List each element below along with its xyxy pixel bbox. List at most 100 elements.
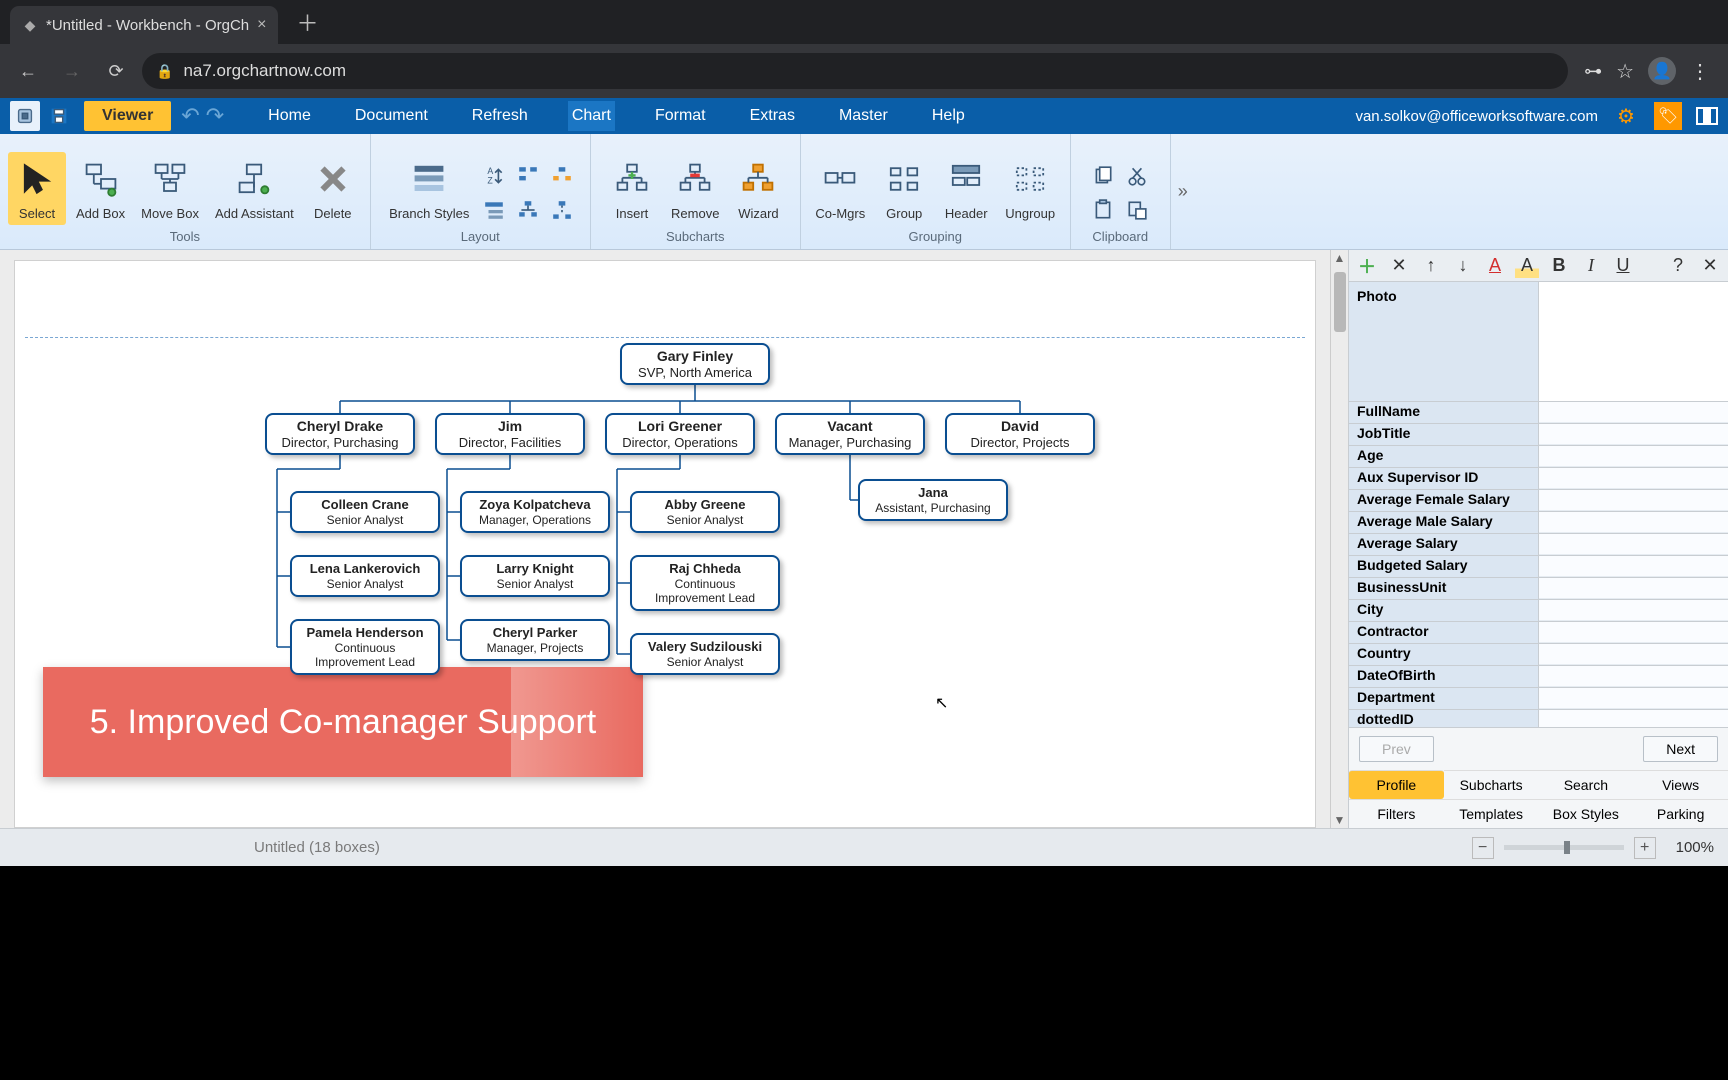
copy-button[interactable] — [1088, 161, 1118, 191]
field-value[interactable] — [1539, 600, 1728, 621]
panel-tab-views[interactable]: Views — [1633, 770, 1728, 799]
field-value[interactable] — [1539, 402, 1728, 423]
address-bar[interactable]: 🔒 na7.orgchartnow.com — [142, 53, 1568, 89]
photo-field-value[interactable] — [1539, 282, 1728, 401]
app-home-icon[interactable] — [10, 101, 40, 131]
cut-button[interactable] — [1122, 161, 1152, 191]
field-row[interactable]: Average Female Salary — [1349, 490, 1728, 512]
field-value[interactable] — [1539, 622, 1728, 643]
field-value[interactable] — [1539, 424, 1728, 445]
field-row[interactable]: dottedID — [1349, 710, 1728, 727]
org-box[interactable]: Pamela HendersonContinuous Improvement L… — [290, 619, 440, 675]
ribbon-add-box-button[interactable]: Add Box — [70, 152, 131, 225]
field-value[interactable] — [1539, 534, 1728, 555]
tab-close-icon[interactable]: × — [257, 16, 266, 34]
ribbon-remove-button[interactable]: Remove — [665, 152, 725, 225]
help-icon[interactable]: ? — [1666, 254, 1690, 278]
field-value[interactable] — [1539, 666, 1728, 687]
ribbon-comgrs-button[interactable]: Co-Mgrs — [809, 152, 871, 225]
field-value[interactable] — [1539, 446, 1728, 467]
new-tab-button[interactable]: ＋ — [286, 6, 328, 44]
paste-special-button[interactable] — [1122, 195, 1152, 225]
org-box[interactable]: Raj ChhedaContinuous Improvement Lead — [630, 555, 780, 611]
org-box[interactable]: VacantManager, Purchasing — [775, 413, 925, 455]
layout-style-2[interactable] — [513, 161, 543, 191]
field-row[interactable]: Department — [1349, 688, 1728, 710]
org-box[interactable]: Cheryl DrakeDirector, Purchasing — [265, 413, 415, 455]
menu-master[interactable]: Master — [835, 101, 892, 131]
ribbon-select-button[interactable]: Select — [8, 152, 66, 225]
layout-style-4[interactable] — [479, 195, 509, 225]
layout-style-6[interactable] — [547, 195, 577, 225]
field-value[interactable] — [1539, 578, 1728, 599]
undo-icon[interactable]: ↶ — [181, 103, 199, 129]
profile-avatar-icon[interactable]: 👤 — [1648, 57, 1676, 85]
bookmark-star-icon[interactable]: ☆ — [1616, 59, 1634, 84]
move-down-icon[interactable]: ↓ — [1451, 254, 1475, 278]
move-up-icon[interactable]: ↑ — [1419, 254, 1443, 278]
panel-toggle-icon[interactable] — [1696, 107, 1718, 125]
redo-icon[interactable]: ↷ — [206, 103, 224, 129]
field-value[interactable] — [1539, 556, 1728, 577]
back-button[interactable]: ← — [10, 53, 46, 89]
field-row[interactable]: Age — [1349, 446, 1728, 468]
ribbon-insert-button[interactable]: Insert — [603, 152, 661, 225]
field-row[interactable]: Country — [1349, 644, 1728, 666]
field-value[interactable] — [1539, 710, 1728, 727]
org-box[interactable]: DavidDirector, Projects — [945, 413, 1095, 455]
layout-style-1[interactable]: AZ — [479, 161, 509, 191]
field-row[interactable]: FullName — [1349, 402, 1728, 424]
italic-icon[interactable]: I — [1579, 254, 1603, 278]
org-box[interactable]: Colleen CraneSenior Analyst — [290, 491, 440, 533]
field-value[interactable] — [1539, 644, 1728, 665]
browser-tab[interactable]: ◆ *Untitled - Workbench - OrgCh × — [10, 6, 278, 44]
org-box[interactable]: JanaAssistant, Purchasing — [858, 479, 1008, 521]
org-box[interactable]: Larry KnightSenior Analyst — [460, 555, 610, 597]
ribbon-group-button[interactable]: Group — [875, 152, 933, 225]
org-box[interactable]: Gary FinleySVP, North America — [620, 343, 770, 385]
org-box[interactable]: Lena LankerovichSenior Analyst — [290, 555, 440, 597]
layout-style-5[interactable] — [513, 195, 543, 225]
add-field-icon[interactable]: ＋ — [1355, 254, 1379, 278]
forward-button[interactable]: → — [54, 53, 90, 89]
ribbon-ungroup-button[interactable]: Ungroup — [999, 152, 1061, 225]
field-row[interactable]: Average Salary — [1349, 534, 1728, 556]
ribbon-delete-button[interactable]: Delete — [304, 152, 362, 225]
zoom-slider[interactable] — [1504, 845, 1624, 850]
bold-icon[interactable]: B — [1547, 254, 1571, 278]
org-box[interactable]: Valery SudzilouskiSenior Analyst — [630, 633, 780, 675]
zoom-in-button[interactable]: + — [1634, 837, 1656, 859]
menu-home[interactable]: Home — [264, 101, 315, 131]
panel-tab-parking[interactable]: Parking — [1633, 799, 1728, 828]
org-box[interactable]: Lori GreenerDirector, Operations — [605, 413, 755, 455]
field-row[interactable]: BusinessUnit — [1349, 578, 1728, 600]
menu-help[interactable]: Help — [928, 101, 969, 131]
zoom-out-button[interactable]: − — [1472, 837, 1494, 859]
menu-refresh[interactable]: Refresh — [468, 101, 532, 131]
highlight-color-icon[interactable]: A — [1515, 254, 1539, 278]
ribbon-add-assistant-button[interactable]: Add Assistant — [209, 152, 300, 225]
field-row[interactable]: Contractor — [1349, 622, 1728, 644]
canvas-vertical-scrollbar[interactable]: ▲ ▼ — [1330, 250, 1348, 828]
panel-tab-filters[interactable]: Filters — [1349, 799, 1444, 828]
ribbon-header-button[interactable]: Header — [937, 152, 995, 225]
scroll-down-arrow-icon[interactable]: ▼ — [1334, 812, 1346, 828]
field-value[interactable] — [1539, 490, 1728, 511]
menu-document[interactable]: Document — [351, 101, 432, 131]
prev-button[interactable]: Prev — [1359, 736, 1434, 762]
field-row[interactable]: Aux Supervisor ID — [1349, 468, 1728, 490]
save-icon[interactable] — [44, 101, 74, 131]
close-panel-icon[interactable]: ✕ — [1698, 254, 1722, 278]
panel-tab-box-styles[interactable]: Box Styles — [1539, 799, 1634, 828]
field-row[interactable]: City — [1349, 600, 1728, 622]
ribbon-overflow-button[interactable]: » — [1171, 134, 1195, 249]
ribbon-move-box-button[interactable]: Move Box — [135, 152, 205, 225]
remove-field-icon[interactable]: ✕ — [1387, 254, 1411, 278]
field-row[interactable]: Budgeted Salary — [1349, 556, 1728, 578]
menu-chart[interactable]: Chart — [568, 101, 615, 131]
org-box[interactable]: Zoya KolpatchevaManager, Operations — [460, 491, 610, 533]
layout-style-3[interactable] — [547, 161, 577, 191]
panel-tab-search[interactable]: Search — [1539, 770, 1634, 799]
scroll-up-arrow-icon[interactable]: ▲ — [1334, 250, 1346, 266]
ribbon-branch-styles-button[interactable]: Branch Styles — [383, 152, 475, 225]
